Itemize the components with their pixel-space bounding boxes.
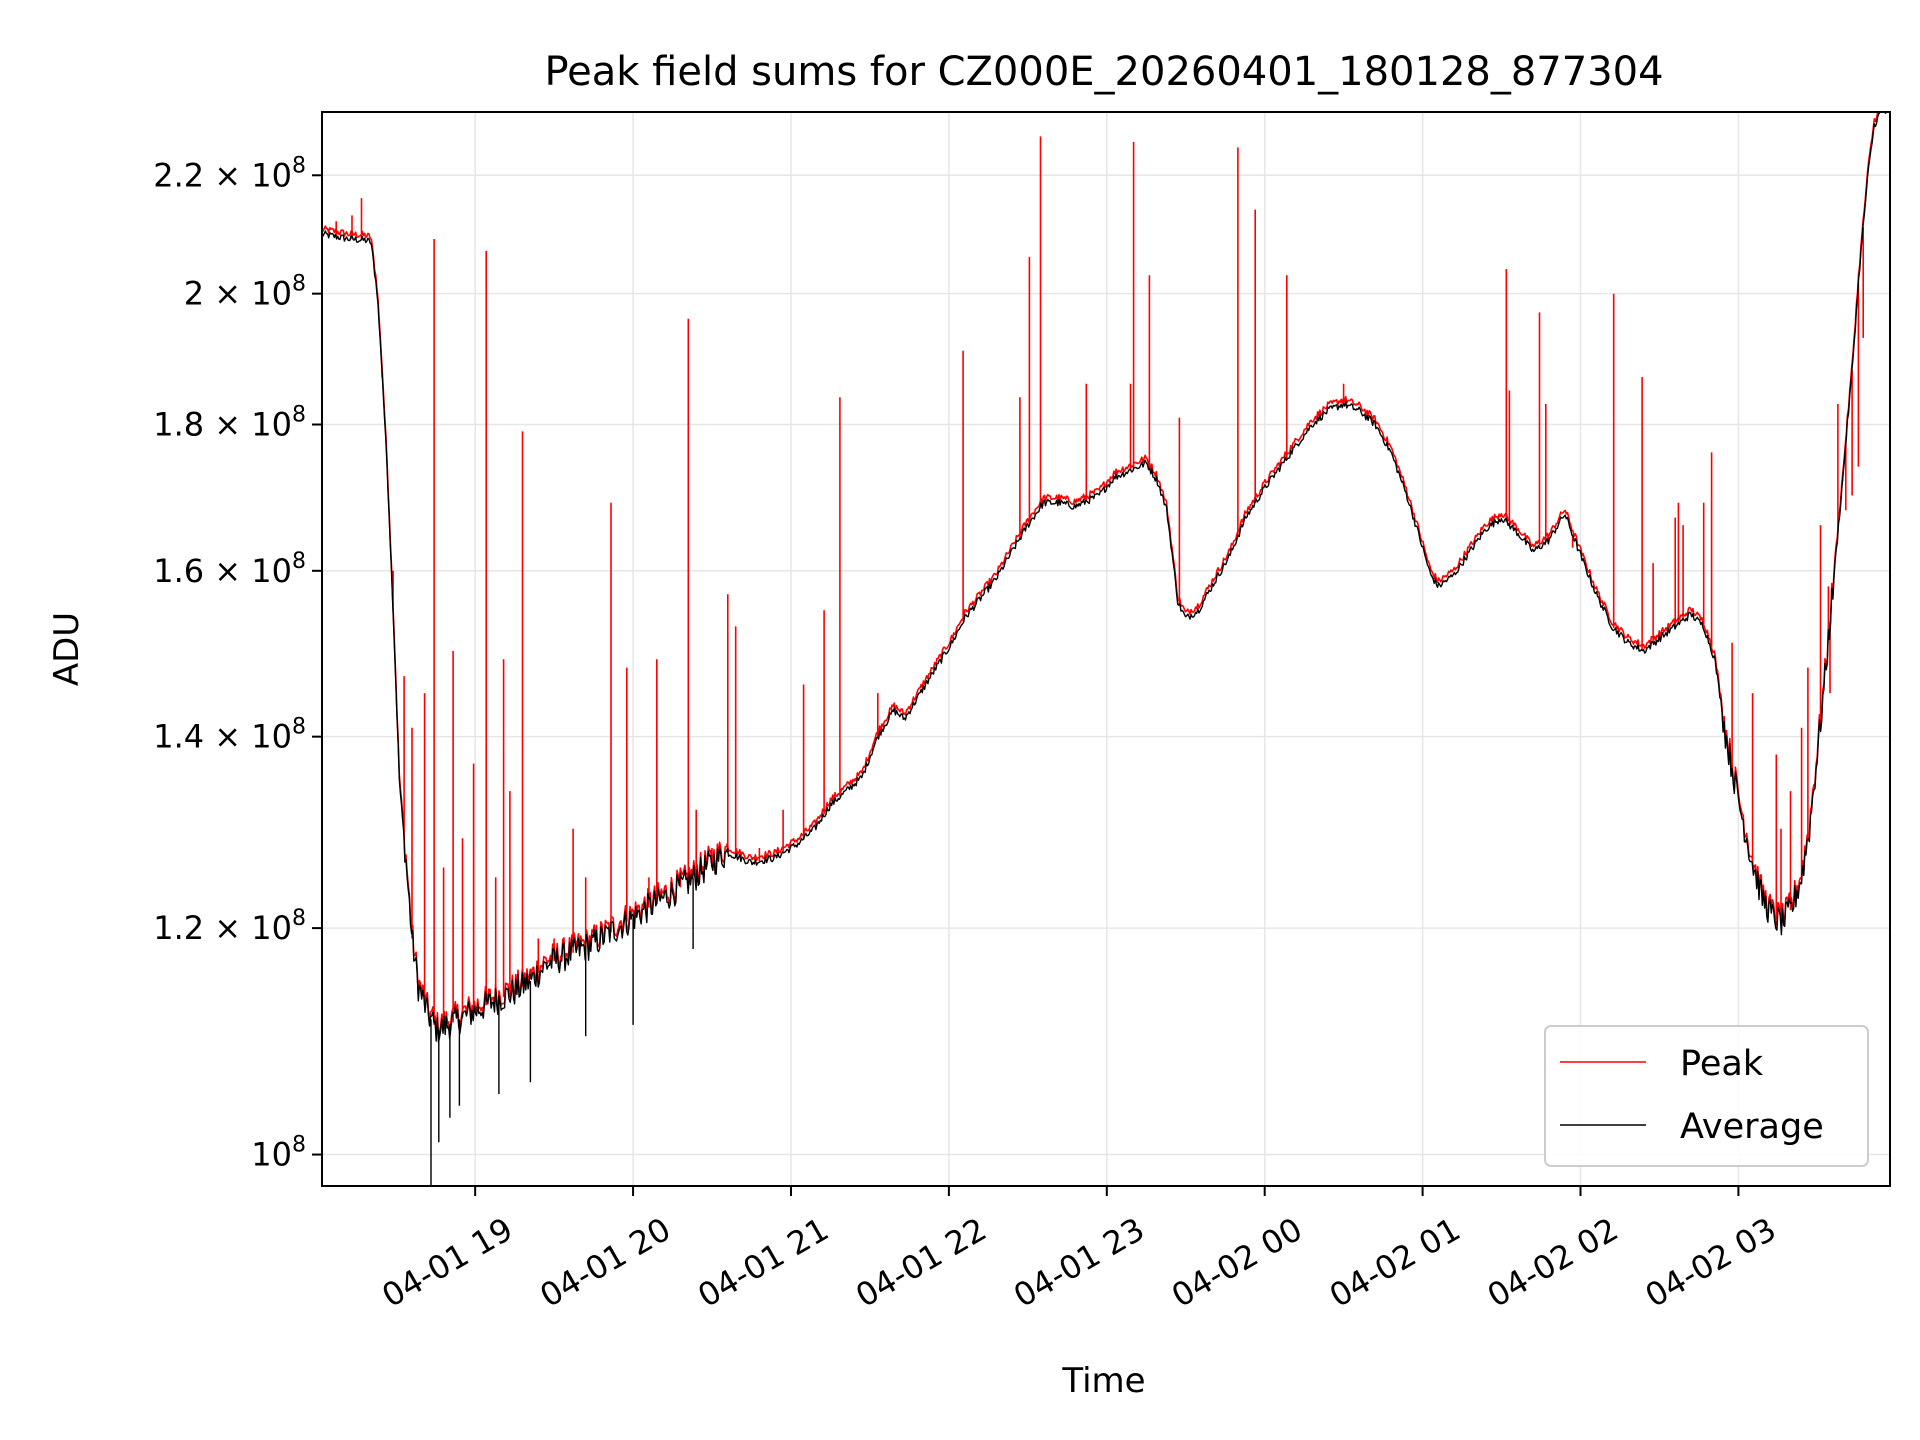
y-axis: 108 1.2 × 108 1.4 × 108 1.6 × 108 1.8 × 108 2…: [153, 153, 322, 1174]
series-layer: [321, 111, 1890, 1186]
legend: Peak Average: [1544, 1025, 1869, 1167]
chart-title: Peak field sums for CZ000E_20260401_1801…: [544, 49, 1663, 95]
x-tick-label: 04-01 21: [691, 1210, 835, 1315]
x-tick-label: 04-02 03: [1639, 1210, 1783, 1315]
x-tick-label: 04-01 23: [1007, 1210, 1151, 1315]
y-tick-label: 1.4 × 108: [153, 715, 306, 756]
y-tick-label: 108: [251, 1133, 306, 1174]
x-tick-label: 04-02 02: [1481, 1210, 1625, 1315]
legend-label-peak: Peak: [1680, 1044, 1764, 1084]
legend-label-average: Average: [1680, 1107, 1824, 1147]
x-tick-label: 04-01 20: [533, 1210, 677, 1315]
y-tick-label: 2.2 × 108: [153, 153, 306, 194]
y-tick-label: 2 × 108: [184, 272, 306, 313]
plot-background: [322, 112, 1890, 1186]
x-tick-label: 04-02 00: [1165, 1210, 1309, 1315]
x-tick-label: 04-01 19: [376, 1210, 520, 1315]
grid-lines: [322, 112, 1890, 1186]
y-tick-label: 1.8 × 108: [153, 403, 306, 444]
y-tick-label: 1.6 × 108: [153, 549, 306, 590]
x-tick-label: 04-02 01: [1323, 1210, 1467, 1315]
series-line-average: [321, 111, 1890, 1186]
y-tick-label: 1.2 × 108: [153, 906, 306, 947]
x-tick-label: 04-01 22: [849, 1210, 993, 1315]
y-axis-label: ADU: [47, 612, 87, 686]
x-axis-label: Time: [1061, 1361, 1145, 1401]
legend-box: [1544, 1025, 1869, 1167]
x-axis: 04-01 19 04-01 20 04-01 21 04-01 22 04-01 23…: [376, 1186, 1783, 1315]
